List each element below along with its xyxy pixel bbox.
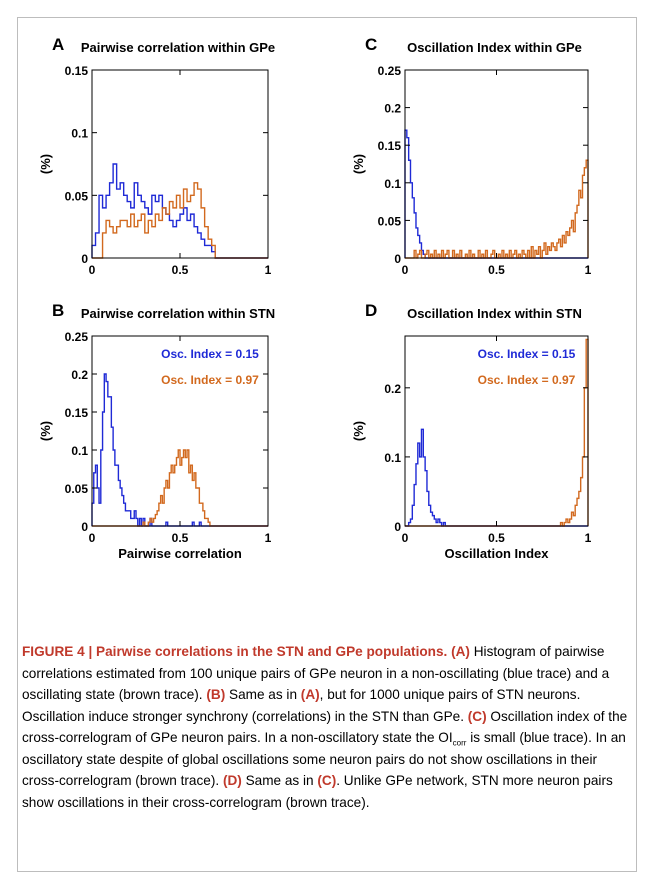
ytick-label-a: 0.15 [65,64,89,78]
series-line-d-blue [405,428,588,527]
ytick-label-c: 0.1 [384,177,401,191]
chart-title-d: Oscillation Index within STN [407,306,582,321]
ytick-label-b: 0.25 [65,330,89,344]
chart-title-b: Pairwise correlation within STN [81,306,275,321]
caption-text-b2: , but for 1000 unique pairs of STN neuro… [22,687,581,724]
ytick-label-c: 0 [394,252,401,266]
ytick-label-d: 0.2 [384,382,401,396]
chart-d: D Oscillation Index within STN 0 0.1 0.2 0 0.5… [351,301,592,561]
ylabel-a: (%) [38,154,53,174]
caption-ref-d: (D) [222,773,242,788]
panel-letter-d: D [365,301,377,320]
ytick-label-c: 0.05 [378,214,402,228]
caption-text-d2: . Unlike GPe network, STN more neuron pa… [22,773,613,810]
caption-title: FIGURE 4 | Pairwise correlations in the … [22,644,448,659]
xtick-label-a: 0.5 [172,263,189,277]
chart-c: C Oscillation Index within GPe 0 0.05 0.1 0.1… [351,35,592,277]
chart-a: A Pairwise correlation within GPe 0 0.05 0.1… [38,35,275,277]
ytick-label-c: 0.25 [378,64,402,78]
ytick-label-b: 0 [81,520,88,534]
panel-b: B Pairwise correlation within STN 0 0.05 0.1… [30,296,335,576]
ytick-label-c: 0.2 [384,102,401,116]
xtick-label-c: 0.5 [488,263,505,277]
panel-letter-c: C [365,35,377,54]
caption-text-d1: Same as in [241,773,318,788]
panel-c: C Oscillation Index within GPe 0 0.05 0.1 0.1… [345,30,650,292]
ytick-label-d: 0 [394,520,401,534]
series-line-a-blue [91,163,268,259]
ylabel-b: (%) [38,421,53,441]
xtick-label-d: 0.5 [488,531,505,545]
caption-ref-b: (B) [206,687,226,702]
panel-d: D Oscillation Index within STN 0 0.1 0.2 0 0.5… [345,296,650,576]
series-line-c-brown [405,159,589,259]
xlabel-d: Oscillation Index [444,546,549,561]
ytick-label-b: 0.15 [65,406,89,420]
caption-sub-corr: corr [452,738,467,748]
ytick-label-b: 0.1 [71,444,88,458]
xtick-label-d: 0 [402,531,409,545]
series-line-d-brown [405,338,589,527]
xtick-label-b: 0 [89,531,96,545]
ytick-label-b: 0.05 [65,482,89,496]
caption-text-c2: is small (blue trace). In an oscillatory… [22,730,626,788]
caption-ref-b-a: (A) [300,687,320,702]
chart-title-c: Oscillation Index within GPe [407,40,582,55]
caption-text-c1: Oscillation index of the cross-correlogr… [22,708,628,746]
ytick-label-d: 0.1 [384,451,401,465]
legend-entry-d-brown: Osc. Index = 0.97 [478,373,576,387]
xtick-label-c: 1 [585,263,592,277]
caption-ref-c: (C) [467,708,487,724]
plot-frame-d [404,335,589,527]
xtick-label-a: 0 [89,263,96,277]
legend-entry-b-blue: Osc. Index = 0.15 [161,347,259,361]
ytick-label-a: 0 [81,252,88,266]
plot-frame-c [404,69,589,259]
chart-title-a: Pairwise correlation within GPe [81,40,275,55]
chart-b: B Pairwise correlation within STN 0 0.05 0.1… [38,301,275,561]
ytick-label-a: 0.05 [65,189,89,203]
ytick-label-c: 0.15 [378,139,402,153]
xtick-label-b: 1 [265,531,272,545]
series-line-b-brown [92,449,268,527]
ytick-label-b: 0.2 [71,368,88,382]
caption-ref-d-c: (C) [317,773,337,788]
panel-letter-b: B [52,301,64,320]
plot-frame-a [91,69,269,259]
plot-frame-b [91,335,269,527]
ylabel-c: (%) [351,154,366,174]
caption-text-a: Histogram of pairwise correlations estim… [22,644,610,702]
figure-frame [17,17,637,872]
xtick-label-c: 0 [402,263,409,277]
xtick-label-a: 1 [265,263,272,277]
xlabel-b: Pairwise correlation [118,546,242,561]
legend-entry-d-blue: Osc. Index = 0.15 [478,347,576,361]
caption-text-b1: Same as in [225,687,301,702]
figure-caption: FIGURE 4 | Pairwise correlations in the … [22,641,632,813]
caption-ref-a: (A) [451,644,470,659]
ytick-label-a: 0.1 [71,127,88,141]
xtick-label-b: 0.5 [172,531,189,545]
ylabel-d: (%) [351,421,366,441]
xtick-label-d: 1 [585,531,592,545]
legend-entry-b-brown: Osc. Index = 0.97 [161,373,259,387]
panel-letter-a: A [52,35,64,54]
panel-a: A Pairwise correlation within GPe 0 0.05 0.1… [30,30,335,292]
